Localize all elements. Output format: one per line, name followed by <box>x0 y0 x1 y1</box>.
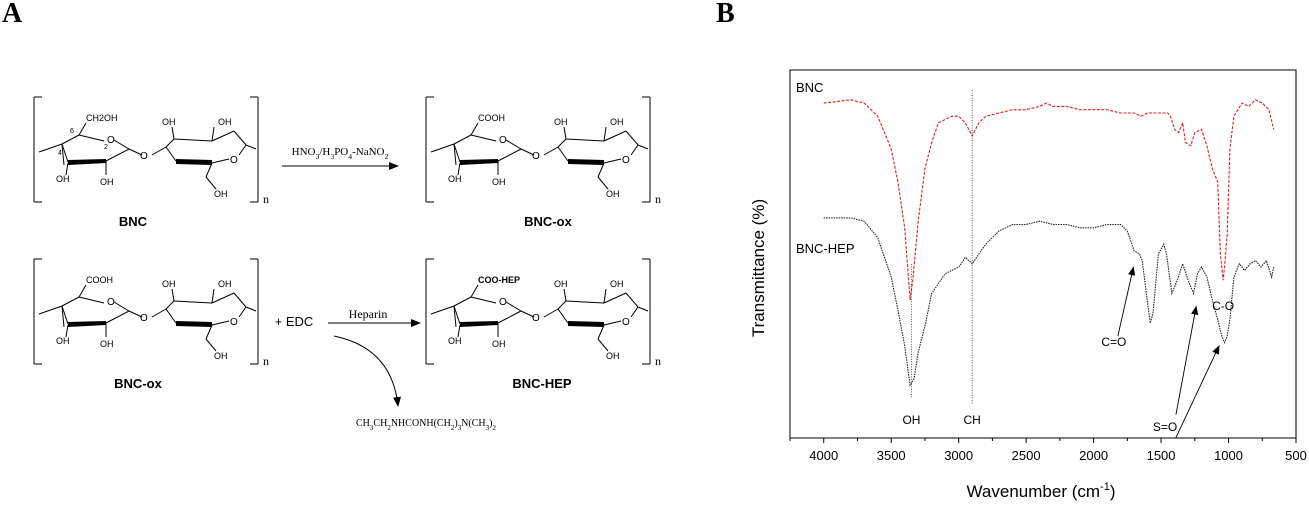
byproduct-label: CH3CH2NHCONH(CH2)3N(CH3)2 <box>356 418 496 432</box>
compound-name-bnc-hep: BNC-HEP <box>512 376 572 391</box>
x-axis-ticks: 4000 3500 3000 2500 2000 1500 1000 500 <box>789 438 1307 463</box>
ring-oxygen-label: O <box>230 317 238 328</box>
structure-bnc-hep: n O OH OH COO-HEP O O OH OH OH <box>425 258 661 368</box>
series-label-bnc-hep: BNC-HEP <box>796 241 855 256</box>
x-tick-label: 1500 <box>1147 448 1176 463</box>
hydroxyl-label: OH <box>214 351 228 361</box>
x-tick-label: 4000 <box>809 448 838 463</box>
annotation-c-o: C-O <box>1212 299 1234 313</box>
hydroxyl-label: OH <box>100 339 114 349</box>
hydroxyl-label: OH <box>606 351 620 361</box>
hydroxyl-label: OH <box>56 336 70 346</box>
x-tick-label: 500 <box>1285 448 1307 463</box>
compound-name-bnc: BNC <box>119 214 148 229</box>
ring-oxygen-label: O <box>622 317 630 328</box>
x-axis-label: Wavenumber (cm-1) <box>967 481 1116 501</box>
x-tick-label: 2500 <box>1012 448 1041 463</box>
repeat-n-label: n <box>263 354 269 368</box>
hydroxyl-label: OH <box>448 336 462 346</box>
reagent-oxidation-label: HNO3/H3PO4-NaNO2 <box>292 146 389 161</box>
glycosidic-oxygen-label: O <box>532 313 540 324</box>
series-line-bnc <box>823 99 1275 300</box>
compound-name-bnc-ox: BNC-ox <box>524 214 572 229</box>
reagent-heparin-label: Heparin <box>349 307 388 321</box>
c6-group-label: CH2OH <box>86 113 118 123</box>
panel-a-label: A <box>2 0 23 29</box>
hydroxyl-label: OH <box>492 177 506 187</box>
structure-bnc-ox-bottom: n O OH OH COOH O O OH OH OH <box>33 258 269 368</box>
glycosidic-oxygen-label: O <box>532 151 540 162</box>
atom-number-label: 4 <box>58 150 62 157</box>
x-tick-label: 3500 <box>877 448 906 463</box>
hydroxyl-label: OH <box>610 279 624 289</box>
panel-b-label: B <box>716 0 735 29</box>
hydroxyl-label: OH <box>214 189 228 199</box>
glycosidic-oxygen-label: O <box>140 313 148 324</box>
series-line-bnc-hep <box>823 217 1275 387</box>
glycosidic-oxygen-label: O <box>140 151 148 162</box>
annotation-arrow-s-o <box>1175 305 1199 415</box>
ring-oxygen-label: O <box>622 155 630 166</box>
c6-group-label: COOH <box>86 275 113 285</box>
c6-group-label: COO-HEP <box>478 275 520 285</box>
repeat-n-label: n <box>655 354 661 368</box>
hydroxyl-label: OH <box>448 174 462 184</box>
annotation-s-o: S=O <box>1153 420 1177 434</box>
x-tick-label: 3000 <box>944 448 973 463</box>
annotation-arrow-c-o-double <box>1117 266 1136 337</box>
repeat-n-label: n <box>263 192 269 206</box>
atom-number-label: 6 <box>70 128 74 135</box>
annotation-ch: CH <box>963 413 980 427</box>
repeat-n-label: n <box>655 192 661 206</box>
hydroxyl-label: OH <box>56 174 70 184</box>
hydroxyl-label: OH <box>162 279 176 289</box>
c6-group-label: COOH <box>478 113 505 123</box>
hydroxyl-label: OH <box>606 189 620 199</box>
x-tick-label: 2000 <box>1079 448 1108 463</box>
series-label-bnc: BNC <box>796 80 823 95</box>
plot-frame <box>789 69 1297 439</box>
atom-number-label: 2 <box>104 144 108 151</box>
hydroxyl-label: OH <box>162 117 176 127</box>
reagent-edc-label: + EDC <box>275 314 314 329</box>
ring-oxygen-label: O <box>107 135 115 146</box>
ring-oxygen-label: O <box>107 297 115 308</box>
ring-oxygen-label: O <box>499 135 507 146</box>
hydroxyl-label: OH <box>100 177 114 187</box>
hydroxyl-label: OH <box>554 117 568 127</box>
series-layer <box>823 99 1275 387</box>
compound-name-bnc-ox: BNC-ox <box>114 376 162 391</box>
structure-bnc-ox-top: n O OH OH COOH O O OH OH OH <box>425 96 661 206</box>
annotation-oh: OH <box>902 413 920 427</box>
annotation-c-o-double: C=O <box>1101 335 1126 349</box>
guide-layer <box>911 90 973 405</box>
hydroxyl-label: OH <box>218 117 232 127</box>
ring-oxygen-label: O <box>230 155 238 166</box>
hydroxyl-label: OH <box>492 339 506 349</box>
annotation-layer: OH CH C-O C=O S=O <box>902 266 1234 438</box>
annotation-arrow-s-o <box>1175 345 1220 438</box>
ring-oxygen-label: O <box>499 297 507 308</box>
hydroxyl-label: OH <box>554 279 568 289</box>
hydroxyl-label: OH <box>610 117 624 127</box>
y-axis-label: Transmittance (%) <box>749 199 768 337</box>
x-tick-label: 1000 <box>1214 448 1243 463</box>
byproduct-arrow <box>333 335 402 407</box>
hydroxyl-label: OH <box>218 279 232 289</box>
